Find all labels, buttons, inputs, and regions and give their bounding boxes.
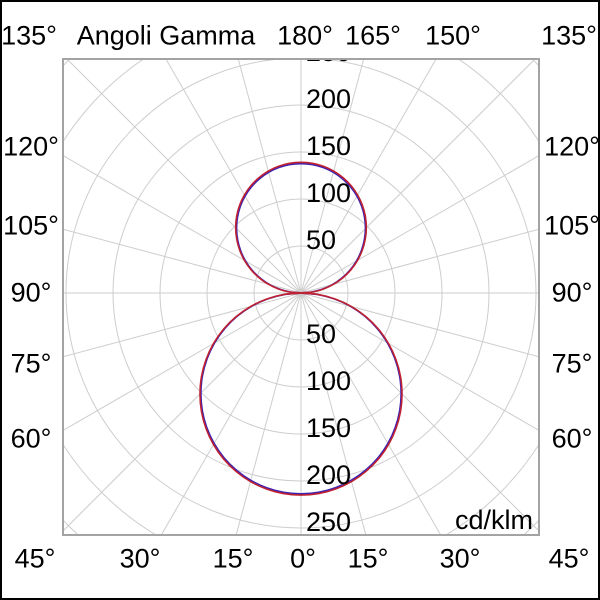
gamma-angle-label: 60° <box>551 423 593 454</box>
radial-tick-label: 200 <box>306 84 351 114</box>
gamma-angle-label: 30° <box>119 543 161 574</box>
gamma-angle-label: 165° <box>345 20 401 51</box>
radial-tick-label: 50 <box>306 319 336 349</box>
radial-tick-label: 200 <box>306 460 351 490</box>
radial-tick-label: 100 <box>306 178 351 208</box>
radial-tick-label: 250 <box>306 37 351 67</box>
plot-border <box>62 58 540 536</box>
radial-tick-labels: 50 50 100 100 150 150 200 200 250 250 <box>306 37 351 537</box>
gamma-angle-label: 45° <box>14 543 56 574</box>
radial-tick-label: 150 <box>306 131 351 161</box>
chart-title: Angoli Gamma <box>76 20 256 51</box>
radial-tick-label: 100 <box>306 366 351 396</box>
gamma-angle-label: 105° <box>544 210 600 241</box>
gamma-angle-label: 15° <box>212 543 254 574</box>
gamma-angle-label: 45° <box>548 543 590 574</box>
gamma-angle-label: 120° <box>3 131 59 162</box>
c0-c180-curve <box>199 161 403 496</box>
gamma-angle-label: 0° <box>290 543 316 574</box>
radial-tick-label: 250 <box>306 507 351 537</box>
gamma-angle-label: 90° <box>10 277 52 308</box>
gamma-angle-label: 30° <box>439 543 481 574</box>
gamma-angle-label: 135° <box>1 20 57 51</box>
gamma-angle-label: 180° <box>277 20 333 51</box>
gamma-angle-label: 15° <box>347 543 389 574</box>
intensity-curves <box>199 161 403 496</box>
radial-tick-label: 50 <box>306 225 336 255</box>
gamma-angle-label: 120° <box>544 131 600 162</box>
gamma-angle-label: 60° <box>10 423 52 454</box>
radial-tick-label: 150 <box>306 413 351 443</box>
gamma-angle-label: 105° <box>3 210 59 241</box>
gamma-angle-label: 75° <box>10 348 52 379</box>
gamma-angle-label: 150° <box>425 20 481 51</box>
gamma-angle-label: 135° <box>541 20 597 51</box>
gamma-angle-label: 75° <box>551 348 593 379</box>
gamma-angle-label: 90° <box>551 277 593 308</box>
unit-label: cd/klm <box>455 505 533 535</box>
